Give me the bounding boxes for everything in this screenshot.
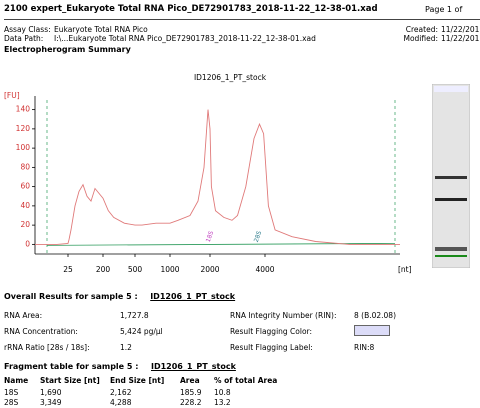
result-value: 5,424 pg/µl	[120, 327, 163, 336]
cell: 228.2	[180, 398, 201, 407]
band	[435, 247, 467, 251]
band	[435, 176, 467, 179]
column-header: Start Size [nt]	[40, 376, 100, 385]
y-tick-label: 140	[16, 105, 31, 114]
y-tick-label: 120	[16, 124, 31, 133]
result-label: Result Flagging Color:	[230, 327, 312, 336]
result-label: rRNA Ratio [28s / 18s]:	[4, 343, 90, 352]
x-tick-label: 500	[128, 265, 143, 274]
y-tick-label: 100	[16, 143, 31, 152]
cell: 1,690	[40, 388, 61, 397]
y-axis-label: [FU]	[4, 91, 20, 100]
cell: 10.8	[214, 388, 231, 397]
meta-value: 11/22/2018 12:38:01 PM	[441, 25, 480, 34]
sample-name: ID1206_1_PT_stock	[151, 362, 236, 371]
x-tick-label: 25	[63, 265, 73, 274]
column-header: Name	[4, 376, 28, 385]
marker-well	[434, 86, 468, 92]
result-label: RNA Integrity Number (RIN):	[230, 311, 336, 320]
column-header: % of total Area	[214, 376, 277, 385]
cell: 3,349	[40, 398, 61, 407]
result-label: RNA Area:	[4, 311, 42, 320]
column-header: Area	[180, 376, 200, 385]
cell: 18S	[4, 388, 18, 397]
x-tick-label: 4000	[255, 265, 274, 274]
meta-label: Modified:	[382, 34, 438, 43]
trace	[35, 110, 400, 245]
y-tick-label: 20	[20, 220, 30, 229]
y-tick-label: 0	[25, 239, 30, 248]
meta-label: Assay Class:	[4, 25, 51, 34]
result-value: 1,727.8	[120, 311, 149, 320]
result-label: RNA Concentration:	[4, 327, 78, 336]
meta-value: 11/22/2018 12:56:44 PM	[441, 34, 480, 43]
column-header: End Size [nt]	[110, 376, 164, 385]
y-tick-label: 40	[20, 201, 30, 210]
cell: 28S	[4, 398, 18, 407]
meta-value: I:\...Eukaryote Total RNA Pico_DE7290178…	[54, 34, 316, 43]
result-value: 1.2	[120, 343, 132, 352]
x-tick-label: 2000	[200, 265, 219, 274]
rule	[4, 19, 480, 20]
y-tick-label: 60	[20, 182, 30, 191]
sample-name: ID1206_1_PT_stock	[150, 292, 235, 301]
y-tick-label: 80	[20, 162, 30, 171]
chart-title: ID1206_1_PT_stock	[194, 73, 267, 82]
meta-label: Created:	[382, 25, 438, 34]
meta-value: Eukaryote Total RNA Pico	[54, 25, 148, 34]
result-value: RIN:8	[354, 343, 374, 352]
band	[435, 198, 467, 201]
flag-color	[354, 325, 390, 336]
cell: 13.2	[214, 398, 231, 407]
cell: 2,162	[110, 388, 131, 397]
result-value: 8 (B.02.08)	[354, 311, 396, 320]
gel-lane	[432, 84, 470, 268]
page-number: Page 1 of	[425, 5, 462, 14]
doc-title: 2100 expert_Eukaryote Total RNA Pico_DE7…	[4, 4, 378, 14]
page: 2100 expert_Eukaryote Total RNA Pico_DE7…	[0, 0, 480, 408]
band	[435, 255, 467, 257]
section-title: Overall Results for sample 5 :	[4, 292, 138, 301]
section-title: Electropherogram Summary	[4, 45, 131, 54]
result-label: Result Flagging Label:	[230, 343, 313, 352]
x-axis-label: [nt]	[398, 265, 412, 274]
x-tick-label: 200	[96, 265, 111, 274]
chart: ID1206_1_PT_stock [FU] [nt] 0 20 40 60 80 100…	[0, 66, 420, 280]
peak-annotation: 18S	[205, 230, 216, 243]
cell: 4,288	[110, 398, 131, 407]
peak-annotation: 28S	[253, 230, 264, 243]
meta-label: Data Path:	[4, 34, 43, 43]
section-title: Fragment table for sample 5 :	[4, 362, 138, 371]
cell: 185.9	[180, 388, 201, 397]
x-tick-label: 1000	[160, 265, 179, 274]
